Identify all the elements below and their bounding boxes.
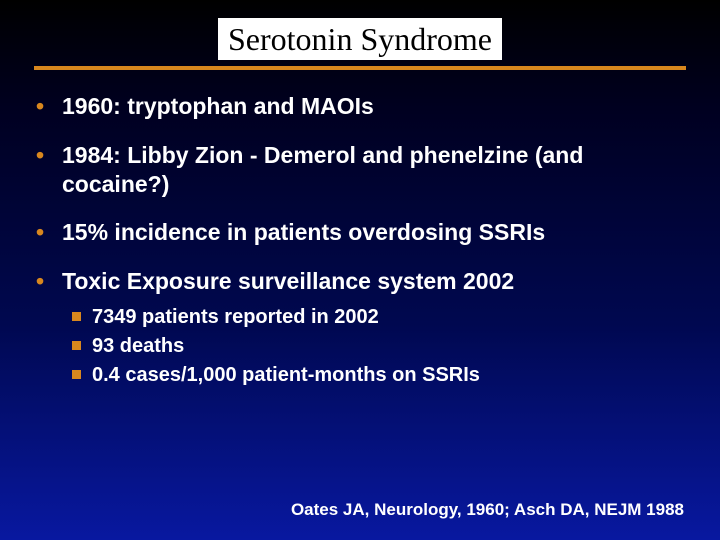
list-item: 93 deaths bbox=[62, 333, 686, 360]
citation: Oates JA, Neurology, 1960; Asch DA, NEJM… bbox=[291, 500, 684, 520]
sub-bullet-text: 7349 patients reported in 2002 bbox=[92, 306, 379, 328]
list-item: 7349 patients reported in 2002 bbox=[62, 304, 686, 331]
list-item: 1984: Libby Zion - Demerol and phenelzin… bbox=[34, 141, 686, 199]
bullet-text: 1984: Libby Zion - Demerol and phenelzin… bbox=[62, 142, 583, 197]
sub-bullet-text: 0.4 cases/1,000 patient-months on SSRIs bbox=[92, 364, 480, 386]
title-container: Serotonin Syndrome bbox=[34, 18, 686, 60]
bullet-text: Toxic Exposure surveillance system 2002 bbox=[62, 268, 514, 294]
list-item: 0.4 cases/1,000 patient-months on SSRIs bbox=[62, 362, 686, 389]
list-item: Toxic Exposure surveillance system 2002 … bbox=[34, 267, 686, 389]
bullet-text: 1960: tryptophan and MAOIs bbox=[62, 93, 374, 119]
title-underline bbox=[34, 66, 686, 70]
slide-title: Serotonin Syndrome bbox=[218, 18, 502, 60]
bullet-list: 1960: tryptophan and MAOIs 1984: Libby Z… bbox=[34, 92, 686, 389]
bullet-text: 15% incidence in patients overdosing SSR… bbox=[62, 219, 545, 245]
sub-bullet-list: 7349 patients reported in 2002 93 deaths… bbox=[62, 304, 686, 389]
sub-bullet-text: 93 deaths bbox=[92, 335, 184, 357]
list-item: 1960: tryptophan and MAOIs bbox=[34, 92, 686, 121]
list-item: 15% incidence in patients overdosing SSR… bbox=[34, 218, 686, 247]
